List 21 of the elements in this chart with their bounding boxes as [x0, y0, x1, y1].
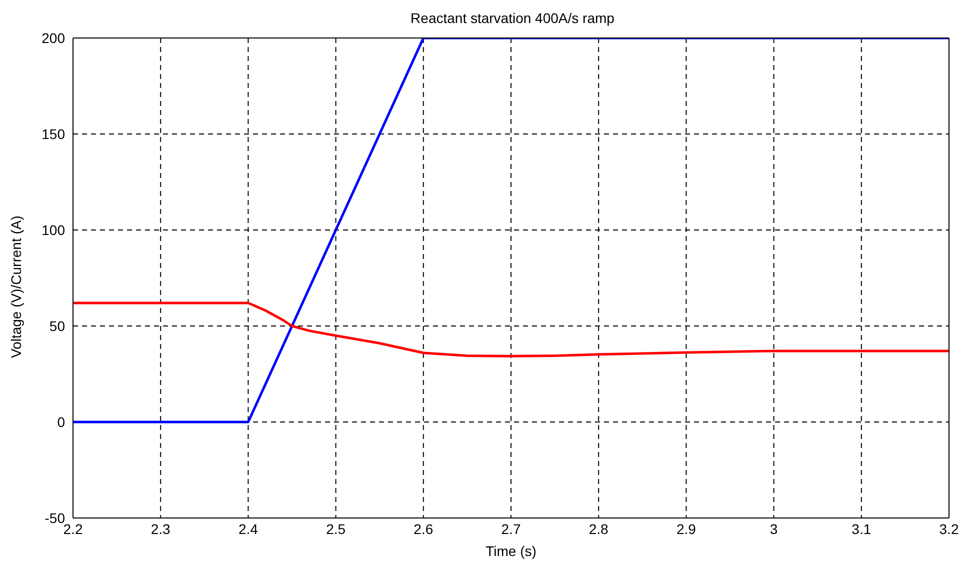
y-axis-title: Voltage (V)/Current (A) — [8, 216, 24, 358]
x-tick-label: 3.2 — [939, 520, 959, 537]
x-tick-label: 2.6 — [414, 520, 434, 537]
x-tick-label: 2.8 — [588, 520, 609, 537]
x-tick-label: 3 — [770, 520, 778, 537]
chart-title: Reactant starvation 400A/s ramp — [410, 10, 616, 26]
x-axis-title: Time (s) — [486, 543, 536, 559]
x-tick-label: 2.9 — [676, 520, 696, 537]
y-tick-label: 0 — [57, 414, 66, 430]
y-tick-label: 100 — [42, 222, 66, 238]
y-tick-label: 150 — [42, 126, 66, 142]
x-tick-label: 2.7 — [501, 520, 521, 537]
line-series — [73, 302, 949, 358]
y-tick-label: 200 — [42, 30, 66, 46]
x-tick-label: 2.4 — [238, 520, 258, 537]
x-tick-label: 3.1 — [852, 520, 872, 537]
x-tick-label: 2.3 — [150, 520, 171, 537]
y-tick-label: 50 — [49, 318, 66, 334]
x-tick-label: 2.2 — [63, 520, 83, 537]
x-tick-label: 2.5 — [326, 520, 346, 537]
y-tick-label: -50 — [44, 510, 66, 526]
